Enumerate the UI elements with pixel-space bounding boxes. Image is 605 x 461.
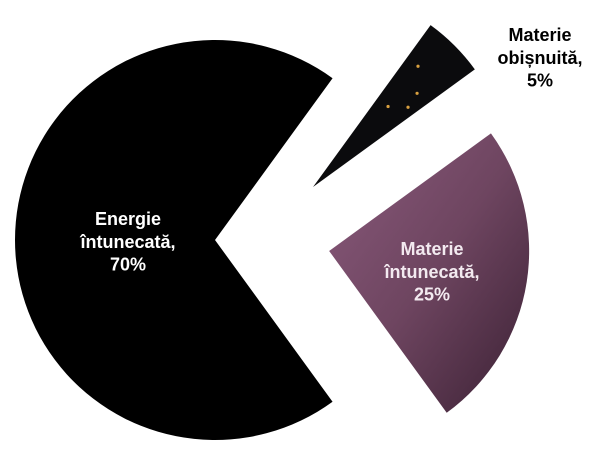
star-decoration [416, 64, 420, 68]
slice-value-label: 5% [526, 70, 553, 91]
pie-slice [313, 25, 475, 187]
star-decoration [386, 104, 390, 109]
slice-label: Energie întunecată, [80, 209, 176, 252]
pie-slice [329, 133, 530, 413]
pie-slice [15, 40, 333, 441]
slice-label: Materie obișnuită, [497, 25, 583, 68]
slice-label: Materie întunecată, [384, 239, 480, 282]
star-decoration [415, 91, 419, 95]
slice-value-label: 70% [109, 254, 147, 275]
star-decoration [406, 105, 410, 109]
slice-value-label: 25% [413, 284, 451, 305]
